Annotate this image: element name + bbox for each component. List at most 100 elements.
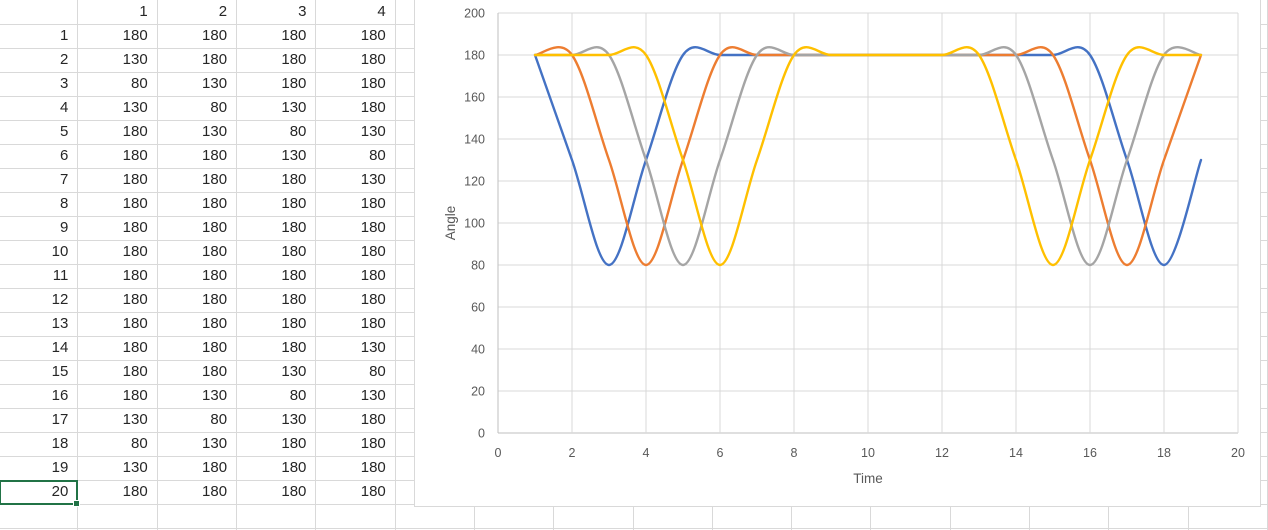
cell[interactable]: 180 <box>236 456 317 481</box>
cell[interactable]: 180 <box>236 216 317 241</box>
cell[interactable] <box>315 528 396 530</box>
cell[interactable]: 17 <box>0 408 79 433</box>
cell[interactable]: 180 <box>315 48 396 73</box>
cell[interactable]: 180 <box>315 240 396 265</box>
cell[interactable]: 180 <box>315 408 396 433</box>
cell[interactable] <box>1188 504 1268 529</box>
cell[interactable] <box>474 504 555 529</box>
cell[interactable]: 130 <box>315 384 396 409</box>
cell[interactable] <box>157 528 238 530</box>
cell[interactable] <box>0 0 79 25</box>
cell[interactable]: 130 <box>77 48 158 73</box>
selected-cell[interactable]: 20 <box>0 479 81 507</box>
cell[interactable] <box>950 504 1031 529</box>
cell[interactable]: 180 <box>236 48 317 73</box>
cell[interactable]: 180 <box>157 288 238 313</box>
cell[interactable]: 12 <box>0 288 79 313</box>
cell[interactable]: 180 <box>157 480 238 505</box>
cell[interactable]: 1 <box>77 0 158 25</box>
cell[interactable] <box>633 504 713 529</box>
chart-object[interactable]: 0 20 40 60 80 100 120 140 160 180 200 0 2 4 6 8 10 12 14 16… <box>414 0 1261 507</box>
cell[interactable]: 180 <box>77 360 158 385</box>
cell[interactable]: 19 <box>0 456 79 481</box>
cell[interactable]: 130 <box>236 144 317 169</box>
cell[interactable]: 180 <box>77 336 158 361</box>
cell[interactable] <box>1029 504 1110 529</box>
cell[interactable]: 180 <box>236 312 317 337</box>
cell[interactable]: 180 <box>157 192 238 217</box>
cell[interactable]: 180 <box>236 24 317 49</box>
cell[interactable]: 10 <box>0 240 79 265</box>
cell[interactable] <box>950 528 1031 530</box>
cell[interactable]: 180 <box>236 264 317 289</box>
series-line-4[interactable] <box>533 46 1203 267</box>
cell[interactable]: 180 <box>157 24 238 49</box>
cell[interactable]: 180 <box>77 144 158 169</box>
cell[interactable] <box>395 528 476 530</box>
cell[interactable]: 180 <box>157 264 238 289</box>
cell[interactable]: 2 <box>0 48 79 73</box>
cell[interactable] <box>157 504 238 529</box>
cell[interactable]: 180 <box>77 384 158 409</box>
cell[interactable]: 1 <box>0 24 79 49</box>
cell[interactable]: 180 <box>77 168 158 193</box>
cell[interactable]: 80 <box>315 144 396 169</box>
cell[interactable]: 180 <box>315 72 396 97</box>
cell[interactable]: 180 <box>236 168 317 193</box>
cell[interactable]: 80 <box>157 96 238 121</box>
cell[interactable]: 6 <box>0 144 79 169</box>
cell[interactable]: 130 <box>157 432 238 457</box>
cell[interactable]: 180 <box>315 288 396 313</box>
cell[interactable] <box>791 504 872 529</box>
cell[interactable]: 80 <box>236 120 317 145</box>
cell[interactable] <box>1108 504 1189 529</box>
cell[interactable]: 180 <box>77 480 158 505</box>
cell[interactable]: 3 <box>236 0 317 25</box>
cell[interactable]: 4 <box>0 96 79 121</box>
cell[interactable] <box>236 504 317 529</box>
cell[interactable]: 80 <box>157 408 238 433</box>
cell[interactable]: 80 <box>315 360 396 385</box>
cell[interactable] <box>870 528 951 530</box>
cell[interactable]: 180 <box>236 240 317 265</box>
cell[interactable] <box>1108 528 1189 530</box>
cell[interactable]: 180 <box>77 192 158 217</box>
cell[interactable]: 180 <box>77 288 158 313</box>
cell[interactable] <box>1188 528 1268 530</box>
cell[interactable] <box>1029 528 1110 530</box>
cell[interactable]: 130 <box>236 360 317 385</box>
cell[interactable]: 180 <box>157 456 238 481</box>
cell[interactable]: 11 <box>0 264 79 289</box>
cell[interactable] <box>633 528 713 530</box>
cell[interactable] <box>870 504 951 529</box>
cell[interactable]: 180 <box>315 312 396 337</box>
cell[interactable]: 80 <box>77 72 158 97</box>
cell[interactable] <box>712 528 793 530</box>
cell[interactable]: 180 <box>157 48 238 73</box>
cell[interactable]: 180 <box>77 264 158 289</box>
cell[interactable]: 180 <box>315 432 396 457</box>
cell[interactable] <box>712 504 793 529</box>
cell[interactable]: 180 <box>77 240 158 265</box>
cell[interactable]: 180 <box>236 432 317 457</box>
cell[interactable] <box>315 504 396 529</box>
cell[interactable]: 130 <box>315 120 396 145</box>
cell[interactable]: 180 <box>157 216 238 241</box>
cell[interactable]: 180 <box>77 312 158 337</box>
cell[interactable]: 130 <box>77 456 158 481</box>
cell[interactable]: 7 <box>0 168 79 193</box>
cell[interactable]: 180 <box>315 480 396 505</box>
cell[interactable]: 180 <box>315 24 396 49</box>
cell[interactable]: 15 <box>0 360 79 385</box>
cell[interactable] <box>0 528 79 530</box>
cell[interactable] <box>474 528 555 530</box>
cell[interactable]: 180 <box>315 264 396 289</box>
cell[interactable]: 130 <box>315 168 396 193</box>
cell[interactable]: 16 <box>0 384 79 409</box>
cell[interactable]: 14 <box>0 336 79 361</box>
cell[interactable]: 180 <box>236 72 317 97</box>
cell[interactable]: 3 <box>0 72 79 97</box>
cell[interactable]: 180 <box>157 240 238 265</box>
cell[interactable]: 9 <box>0 216 79 241</box>
cell[interactable] <box>77 504 158 529</box>
